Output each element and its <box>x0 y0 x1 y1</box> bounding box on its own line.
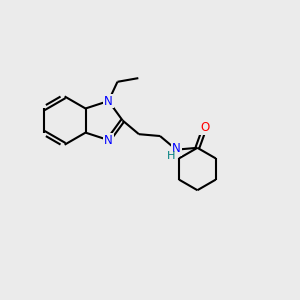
Text: N: N <box>104 134 113 147</box>
Text: O: O <box>200 121 210 134</box>
Text: N: N <box>172 142 181 155</box>
Text: N: N <box>104 94 113 107</box>
Text: H: H <box>167 151 175 161</box>
